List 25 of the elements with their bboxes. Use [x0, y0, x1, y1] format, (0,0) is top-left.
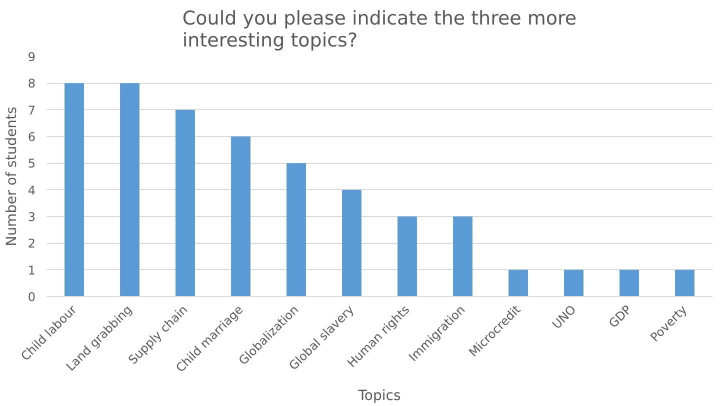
y-tick-label: 5 — [28, 156, 36, 171]
bar — [398, 216, 417, 296]
y-tick-label: 8 — [28, 76, 36, 91]
bar — [342, 190, 362, 296]
y-axis-title: Number of students — [4, 106, 20, 246]
x-axis-title: Topics — [357, 388, 401, 404]
bar — [620, 270, 639, 296]
bar — [508, 270, 528, 296]
bar — [564, 270, 584, 296]
bar — [453, 216, 472, 296]
bar — [286, 163, 306, 296]
bar — [120, 83, 140, 296]
chart-title: Could you please indicate the three more interesting topics? — [182, 8, 577, 52]
y-tick-label: 2 — [28, 236, 36, 251]
y-tick-label: 6 — [28, 130, 36, 144]
bar — [231, 136, 250, 296]
y-tick-label: 1 — [28, 263, 36, 278]
y-tick-label: 9 — [28, 50, 36, 64]
y-tick-label: 0 — [28, 290, 36, 304]
bar — [675, 270, 694, 296]
bar — [176, 110, 195, 296]
y-tick-label: 3 — [28, 210, 36, 224]
y-tick-label: 4 — [28, 183, 36, 198]
bar — [64, 83, 84, 296]
y-tick-label: 7 — [28, 103, 36, 118]
